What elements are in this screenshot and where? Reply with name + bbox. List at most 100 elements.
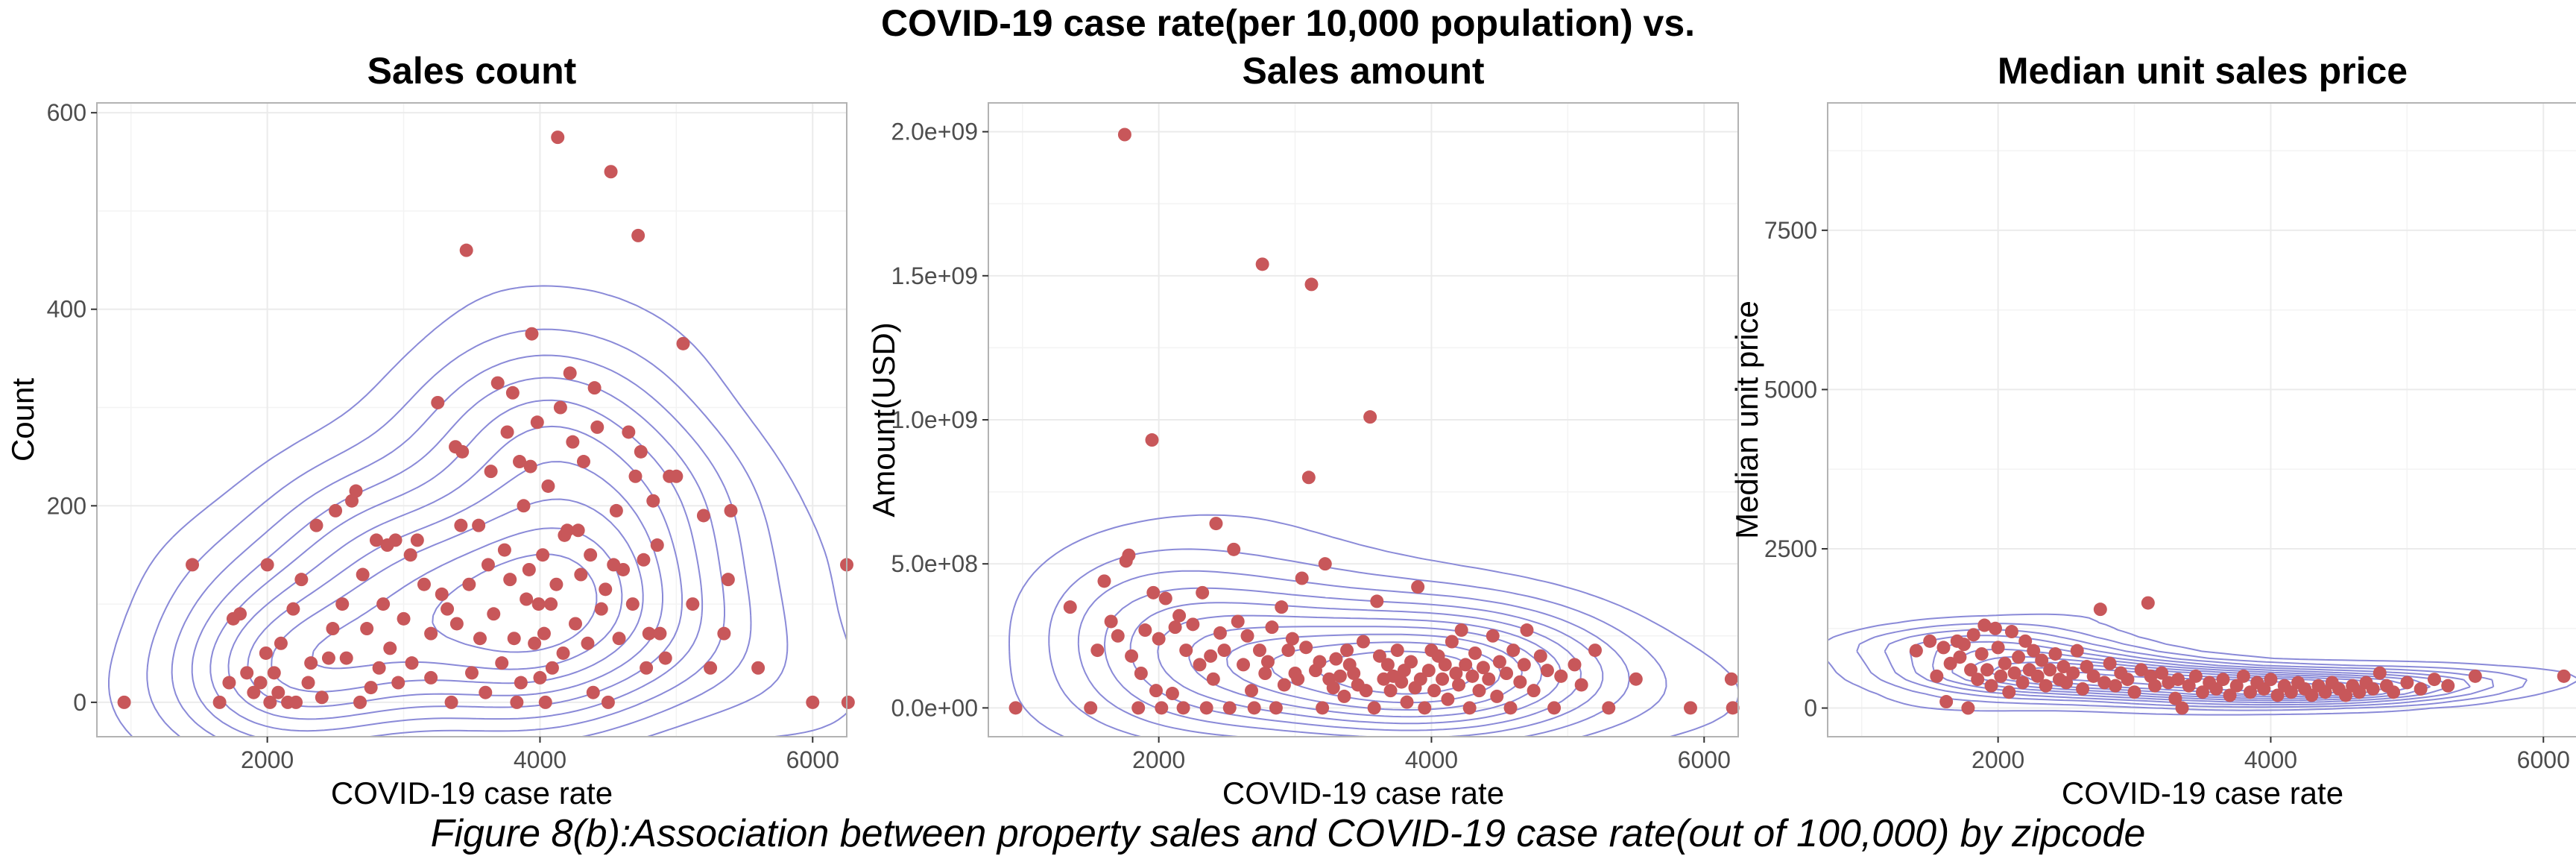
data-point <box>186 558 200 572</box>
data-point <box>1445 635 1459 649</box>
data-point <box>622 425 636 439</box>
data-point <box>403 548 417 562</box>
data-point <box>642 626 656 641</box>
data-point <box>1186 617 1200 632</box>
data-point <box>2182 679 2196 693</box>
data-point <box>1329 652 1343 666</box>
data-point <box>1574 678 1588 692</box>
data-point <box>353 695 367 709</box>
data-point <box>495 656 509 670</box>
data-point <box>2086 669 2100 683</box>
data-point <box>1486 629 1500 643</box>
panel-title: Median unit sales price <box>1998 50 2408 92</box>
data-point <box>1149 684 1163 698</box>
data-point <box>301 676 315 690</box>
data-point <box>487 607 501 621</box>
data-point <box>1527 684 1541 698</box>
data-point <box>1158 591 1172 605</box>
data-point <box>247 685 261 699</box>
data-point <box>1404 655 1418 669</box>
data-point <box>1953 650 1967 664</box>
data-point <box>315 690 329 705</box>
data-point <box>581 636 595 650</box>
data-point <box>721 573 735 587</box>
data-point <box>1984 679 1998 693</box>
data-point <box>2039 679 2053 693</box>
data-point <box>253 676 268 690</box>
data-point <box>2155 666 2169 680</box>
data-point <box>1111 629 1125 643</box>
data-point <box>717 626 731 641</box>
data-point <box>1427 684 1442 698</box>
panel-title: Sales count <box>367 50 577 92</box>
data-point <box>1370 594 1384 608</box>
data-point <box>2048 646 2062 661</box>
data-point <box>263 695 277 709</box>
data-point <box>507 632 521 646</box>
y-tick-label: 0 <box>1804 695 1817 722</box>
data-point <box>2468 669 2482 683</box>
data-point <box>1301 471 1316 485</box>
data-point <box>259 646 273 660</box>
data-point <box>1084 701 1098 715</box>
data-point <box>1209 517 1223 531</box>
data-point <box>1146 585 1161 600</box>
data-point <box>117 695 131 709</box>
data-point <box>2387 685 2401 699</box>
data-point <box>1383 684 1398 698</box>
data-point <box>1909 644 1923 658</box>
data-point <box>1097 574 1111 588</box>
density-contour <box>1884 629 2495 708</box>
density-contour <box>1856 623 2528 711</box>
data-point <box>1245 684 1259 698</box>
data-point <box>424 626 438 641</box>
data-point <box>576 455 590 469</box>
y-tick-label: 2.0e+09 <box>891 119 978 145</box>
median-price-points <box>1909 596 2571 715</box>
data-point <box>1533 649 1547 663</box>
data-point <box>513 455 527 469</box>
data-point <box>1988 621 2002 635</box>
data-point <box>669 469 684 483</box>
data-point <box>1411 580 1425 594</box>
data-point <box>1299 641 1313 655</box>
y-tick-label: 0 <box>73 689 86 716</box>
data-point <box>1340 644 1354 658</box>
data-point <box>1465 669 1480 683</box>
data-point <box>2400 676 2414 690</box>
density-contour <box>191 377 725 737</box>
data-point <box>1199 701 1213 715</box>
median-price-panel: 2000 4000 6000 0 2500 5000 7500 COVID-19 case r… <box>1729 50 2576 805</box>
data-point <box>1247 701 1261 715</box>
data-point <box>561 523 575 538</box>
data-point <box>1260 655 1275 669</box>
data-point <box>1540 664 1554 678</box>
data-point <box>586 685 600 699</box>
density-contour <box>247 461 663 708</box>
data-point <box>545 661 559 675</box>
data-point <box>599 582 613 597</box>
data-point <box>294 573 309 587</box>
data-point <box>304 656 318 670</box>
data-point <box>1421 664 1436 678</box>
data-point <box>2318 685 2332 699</box>
data-point <box>2004 625 2018 639</box>
data-point <box>601 695 615 709</box>
data-point <box>1237 658 1251 672</box>
data-point <box>376 597 391 611</box>
data-point <box>364 681 378 695</box>
data-point <box>628 469 643 483</box>
data-point <box>541 479 555 493</box>
data-point <box>459 243 473 257</box>
data-point <box>1295 571 1309 585</box>
data-point <box>2121 673 2135 687</box>
data-point <box>2209 682 2223 696</box>
data-point <box>520 592 534 606</box>
data-point <box>481 558 495 572</box>
data-point <box>1252 644 1266 658</box>
data-point <box>1939 695 1954 709</box>
data-point <box>553 400 567 415</box>
data-point <box>417 577 431 591</box>
data-point <box>1476 661 1490 675</box>
